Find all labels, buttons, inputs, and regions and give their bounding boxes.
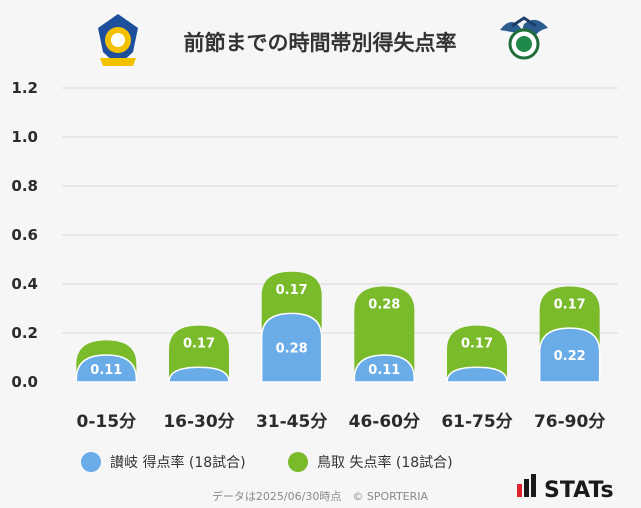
legend-label-tottori: 鳥取 失点率 (18試合) [317, 454, 453, 471]
legend-marker-sanuki [81, 452, 101, 472]
chart-title: 前節までの時間帯別得失点率 [184, 31, 457, 55]
data-label-tottori: 0.17 [461, 337, 493, 352]
stats-brand-text: STATs [544, 478, 614, 503]
data-label-sanuki: 0.11 [90, 363, 122, 378]
legend: 讃岐 得点率 (18試合) 鳥取 失点率 (18試合) [81, 452, 453, 472]
y-tick-label: 0.0 [11, 373, 38, 391]
bar-sanuki-scored [538, 327, 601, 383]
bar-sanuki-scored [168, 366, 230, 383]
x-tick-label: 46-60分 [349, 412, 420, 432]
y-axis: 0.0 0.2 0.4 0.6 0.8 1.0 1.2 [11, 79, 38, 391]
bar-sanuki-scored [446, 366, 508, 383]
bar-sanuki-scored [353, 354, 416, 383]
x-axis: 0-15分 16-30分 31-45分 46-60分 61-75分 76-90分 [77, 412, 606, 432]
x-tick-label: 61-75分 [441, 412, 512, 432]
tottori-emblem [500, 16, 548, 60]
data-label-tottori: 0.17 [554, 297, 586, 312]
x-tick-label: 16-30分 [163, 412, 234, 432]
data-label-sanuki: 0.28 [276, 342, 308, 357]
gridlines [62, 87, 618, 334]
legend-marker-tottori [288, 452, 308, 472]
x-tick-label: 76-90分 [534, 412, 605, 432]
bar-sanuki-scored [260, 312, 323, 383]
y-tick-label: 0.2 [11, 324, 38, 342]
stats-logo: STATs [517, 474, 614, 503]
legend-label-sanuki: 讃岐 得点率 (18試合) [110, 454, 246, 471]
y-tick-label: 1.2 [11, 79, 38, 97]
y-tick-label: 1.0 [11, 128, 38, 146]
data-label-tottori: 0.28 [368, 297, 400, 312]
data-label-tottori: 0.17 [276, 283, 308, 298]
y-tick-label: 0.8 [11, 177, 38, 195]
x-tick-label: 31-45分 [256, 412, 327, 432]
sanuki-emblem [98, 14, 138, 66]
footer-note: データは2025/06/30時点 © SPORTERIA [212, 489, 429, 503]
data-label-tottori: 0.17 [183, 337, 215, 352]
x-tick-label: 0-15分 [77, 412, 137, 432]
data-label-sanuki: 0.22 [554, 349, 586, 364]
data-label-sanuki: 0.11 [368, 363, 400, 378]
y-tick-label: 0.6 [11, 226, 38, 244]
y-tick-label: 0.4 [11, 275, 38, 293]
bars: 0.11 0.17 0.28 0.17 0.11 0.28 0.17 0.22 0.17 [75, 271, 601, 383]
bar-sanuki-scored [75, 354, 138, 383]
